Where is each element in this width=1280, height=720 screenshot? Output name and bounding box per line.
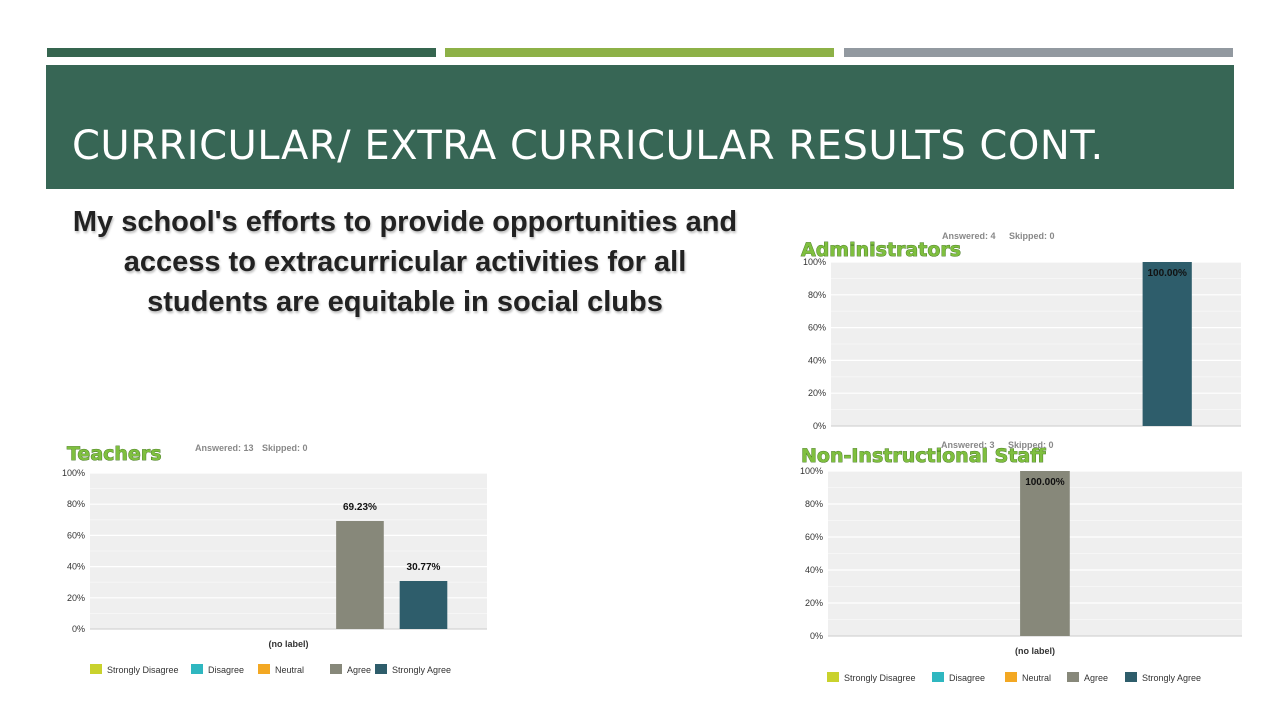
teachers-y-tick-label: 100% <box>62 468 85 478</box>
administrators-group-label: Administrators <box>801 239 961 261</box>
teachers-legend-label: Agree <box>347 665 371 675</box>
teachers-legend-label: Strongly Disagree <box>107 665 179 675</box>
administrators-y-tick-label: 100% <box>803 257 826 267</box>
non-instructional-staff-skipped-count: Skipped: 0 <box>1008 440 1054 450</box>
teachers-y-tick-label: 80% <box>67 499 85 509</box>
teachers-bar-strongly-agree <box>399 580 448 629</box>
teachers-legend-label: Neutral <box>275 665 304 675</box>
administrators-chart: 0% 20% 40% 60% 80% 100% Administrators Answered… <box>795 226 1250 431</box>
non-instructional-staff-y-tick-label: 0% <box>810 631 823 641</box>
non-instructional-staff-y-tick-label: 80% <box>805 499 823 509</box>
non-instructional-staff-legend-swatch <box>1125 672 1137 682</box>
teachers-legend-label: Strongly Agree <box>392 665 451 675</box>
accent-strip-gray <box>844 48 1233 57</box>
teachers-legend-swatch <box>330 664 342 674</box>
non-instructional-staff-legend-label: Strongly Disagree <box>844 673 916 683</box>
teachers-legend-label: Disagree <box>208 665 244 675</box>
teachers-answered-count: Answered: 13 <box>195 443 254 453</box>
survey-question: My school's efforts to provide opportuni… <box>72 206 738 318</box>
teachers-data-label: 69.23% <box>343 502 377 513</box>
administrators-answered-count: Answered: 4 <box>942 231 996 241</box>
teachers-chart-svg: 0% 20% 40% 60% 80% 100% Teachers Answered: 13 Sk… <box>62 443 487 675</box>
non-instructional-staff-group-label: Non-Instructional Staff <box>801 445 1046 467</box>
administrators-skipped-count: Skipped: 0 <box>1009 231 1055 241</box>
teachers-data-label: 30.77% <box>407 562 441 573</box>
administrators-data-label: 100.00% <box>1147 268 1187 279</box>
non-instructional-staff-legend-swatch <box>827 672 839 682</box>
non-instructional-staff-y-tick-label: 40% <box>805 565 823 575</box>
non-instructional-staff-legend-swatch <box>932 672 944 682</box>
teachers-y-tick-label: 0% <box>72 624 85 634</box>
teachers-legend-swatch <box>90 664 102 674</box>
teachers-bar-agree <box>336 521 384 629</box>
accent-strip-dark <box>47 48 436 57</box>
teachers-legend-swatch <box>191 664 203 674</box>
title-band: CURRICULAR/ EXTRA CURRICULAR RESULTS CON… <box>46 65 1234 189</box>
non-instructional-staff-legend-label: Strongly Agree <box>1142 673 1201 683</box>
non-instructional-staff-bar-agree <box>1020 471 1070 636</box>
non-instructional-staff-y-tick-label: 20% <box>805 598 823 608</box>
administrators-y-tick-label: 60% <box>808 323 826 333</box>
non-instructional-staff-legend-label: Disagree <box>949 673 985 683</box>
non-instructional-staff-legend-label: Neutral <box>1022 673 1051 683</box>
teachers-y-tick-label: 60% <box>67 530 85 540</box>
teachers-legend-swatch <box>375 664 387 674</box>
administrators-y-tick-label: 40% <box>808 355 826 365</box>
teachers-y-tick-label: 20% <box>67 593 85 603</box>
teachers-category-label: (no label) <box>269 639 309 649</box>
teachers-y-tick-label: 40% <box>67 562 85 572</box>
non-instructional-staff-chart-svg: 0% 20% 40% 60% 80% 100%Non-Instructional Staf… <box>800 440 1242 683</box>
administrators-y-tick-label: 0% <box>813 421 826 431</box>
non-instructional-staff-legend-swatch <box>1005 672 1017 682</box>
administrators-y-tick-label: 80% <box>808 290 826 300</box>
administrators-bar-strongly-agree <box>1142 262 1192 426</box>
teachers-skipped-count: Skipped: 0 <box>262 443 308 453</box>
teachers-chart: 0% 20% 40% 60% 80% 100% Teachers Answered: 13 Sk… <box>55 436 495 686</box>
non-instructional-staff-category-label: (no label) <box>1015 646 1055 656</box>
non-instructional-staff-data-label: 100.00% <box>1025 477 1065 488</box>
non-instructional-staff-y-tick-label: 60% <box>805 532 823 542</box>
non-instructional-staff-y-tick-label: 100% <box>800 466 823 476</box>
teachers-group-label: Teachers <box>67 443 162 465</box>
non-instructional-staff-legend-swatch <box>1067 672 1079 682</box>
slide-title: CURRICULAR/ EXTRA CURRICULAR RESULTS CON… <box>72 123 1104 169</box>
non-instructional-staff-chart: 0% 20% 40% 60% 80% 100% Non-Instructional Staf… <box>795 436 1250 696</box>
non-instructional-staff-answered-count: Answered: 3 <box>941 440 995 450</box>
administrators-y-tick-label: 20% <box>808 388 826 398</box>
administrators-chart-svg: 0% 20% 40% 60% 80% 100%AdministratorsAnswered… <box>801 231 1241 431</box>
non-instructional-staff-legend-label: Agree <box>1084 673 1108 683</box>
accent-strip-green <box>445 48 834 57</box>
teachers-legend-swatch <box>258 664 270 674</box>
